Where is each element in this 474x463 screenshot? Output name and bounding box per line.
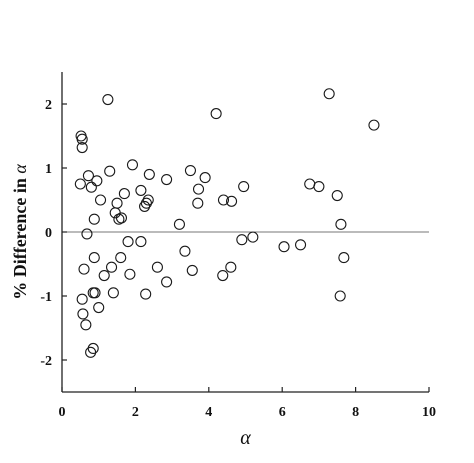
data-point [115, 252, 127, 264]
y-tick-label: 2 [45, 98, 52, 113]
data-point [179, 245, 191, 257]
x-tick-label: 6 [279, 405, 286, 420]
y-tick-label: 1 [45, 162, 52, 177]
x-axis-title: α [240, 427, 251, 449]
data-point [76, 141, 88, 154]
data-points [74, 88, 380, 358]
data-point [107, 287, 119, 299]
data-point [161, 276, 173, 288]
data-point [80, 319, 92, 331]
data-point [94, 194, 107, 206]
x-tick-label: 10 [422, 405, 436, 420]
data-point [82, 170, 94, 182]
data-point [126, 159, 139, 171]
data-point [77, 308, 89, 320]
data-point [225, 261, 237, 273]
data-point [192, 197, 204, 209]
data-point [135, 236, 147, 248]
x-tick-label: 4 [205, 405, 212, 420]
data-point [173, 218, 185, 230]
data-point [93, 301, 105, 314]
data-point [88, 213, 100, 225]
x-tick-label: 2 [132, 405, 139, 420]
data-point [76, 133, 88, 145]
data-point [118, 188, 130, 200]
data-point [76, 293, 88, 305]
data-point [334, 290, 346, 302]
data-point [105, 261, 118, 273]
data-point [85, 181, 97, 193]
data-point [102, 93, 114, 106]
data-point [78, 263, 90, 275]
data-point [335, 218, 347, 230]
y-tick-label: -2 [40, 354, 52, 369]
data-point [74, 178, 86, 190]
data-point [210, 108, 222, 120]
y-tick-label: -1 [40, 290, 52, 305]
data-point [226, 195, 238, 207]
data-point [278, 241, 290, 253]
data-point [192, 183, 205, 195]
data-point [247, 231, 259, 243]
data-point [98, 269, 110, 282]
data-point [143, 168, 155, 180]
data-point [184, 165, 196, 177]
data-point [122, 236, 134, 248]
data-point [323, 88, 335, 100]
x-tick-label: 0 [59, 405, 66, 420]
data-point [304, 178, 316, 190]
y-axis-title-symbol: α [10, 164, 30, 174]
data-point [236, 234, 248, 246]
data-point [217, 194, 230, 206]
data-point [111, 197, 123, 209]
data-point [88, 252, 100, 264]
data-point [217, 269, 229, 282]
data-point [140, 288, 152, 300]
data-point [331, 189, 343, 202]
data-point [91, 175, 103, 187]
data-point [199, 172, 211, 184]
data-point [142, 194, 154, 206]
x-tick-label: 8 [352, 405, 359, 420]
data-point [124, 268, 136, 280]
data-point [161, 173, 173, 186]
data-point [135, 184, 147, 196]
data-point [89, 287, 101, 299]
data-point [338, 252, 350, 264]
data-point [186, 264, 198, 276]
data-point [85, 346, 97, 358]
y-axis-title: % Difference in α [10, 164, 30, 300]
data-point [104, 165, 116, 177]
data-point [313, 181, 325, 193]
data-point [294, 239, 307, 251]
data-point [151, 261, 163, 273]
data-point [368, 119, 380, 131]
y-tick-label: 0 [45, 226, 52, 241]
y-axis-title-text: % Difference in [10, 174, 30, 300]
data-point [238, 181, 250, 193]
data-point [115, 212, 128, 224]
data-point [81, 228, 93, 240]
